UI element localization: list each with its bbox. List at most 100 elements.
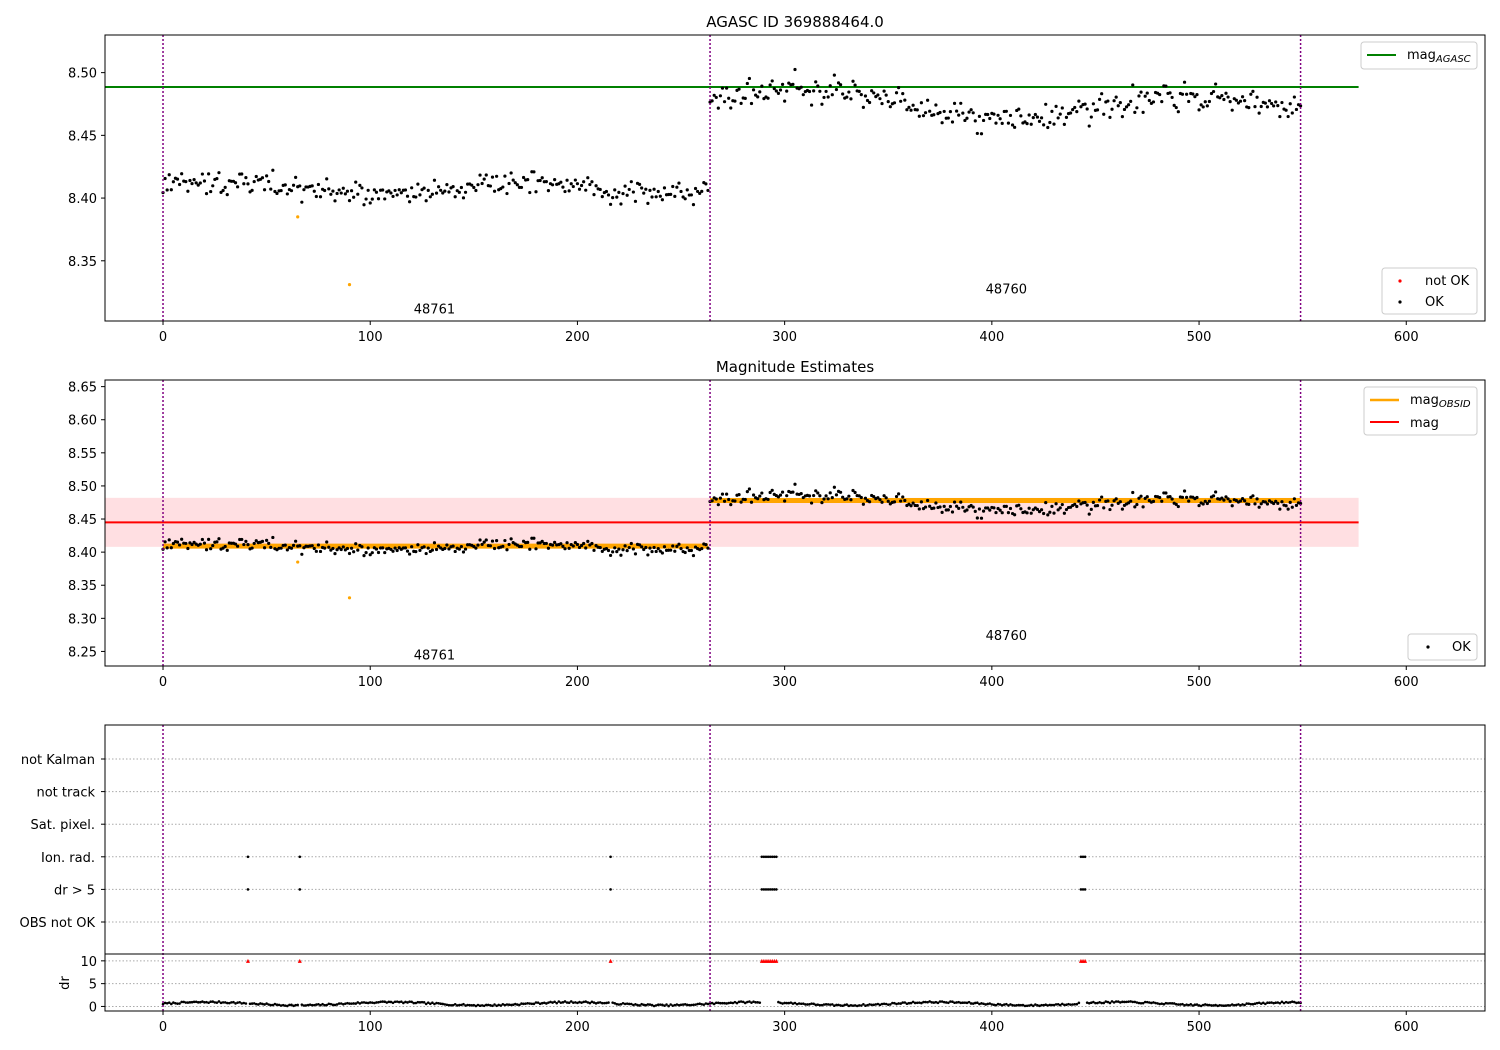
data-point xyxy=(768,490,772,495)
data-point xyxy=(938,110,942,115)
data-point xyxy=(758,494,762,498)
dr-point xyxy=(992,1003,996,1007)
dr-point xyxy=(192,1000,196,1004)
dr-point xyxy=(331,1003,335,1007)
data-point xyxy=(478,173,482,177)
data-point xyxy=(917,507,921,511)
data-point xyxy=(1240,497,1245,501)
data-point xyxy=(722,499,727,503)
data-point xyxy=(434,547,439,552)
data-point xyxy=(957,113,961,117)
data-point xyxy=(192,178,196,182)
dr-point xyxy=(431,1001,434,1005)
data-point xyxy=(1095,108,1100,112)
data-point xyxy=(828,491,832,495)
dr-point xyxy=(596,1001,600,1004)
dr-point xyxy=(524,1002,527,1005)
data-point xyxy=(952,500,957,504)
dr-point xyxy=(1102,1001,1106,1005)
data-point xyxy=(285,548,289,552)
flag-point xyxy=(764,888,768,891)
dr-point xyxy=(665,1003,668,1006)
data-point xyxy=(559,542,563,546)
data-point xyxy=(872,91,876,95)
data-point xyxy=(283,543,287,547)
data-point xyxy=(262,188,267,192)
data-point xyxy=(432,541,437,545)
data-point xyxy=(1114,497,1118,501)
data-point xyxy=(1060,106,1064,110)
data-point xyxy=(540,539,544,543)
data-point xyxy=(899,99,903,103)
dr-point xyxy=(828,1003,832,1006)
data-point xyxy=(793,482,797,486)
data-point xyxy=(196,183,200,187)
data-point xyxy=(880,500,884,504)
dr-point xyxy=(1224,1004,1228,1007)
data-point xyxy=(768,83,772,87)
y-tick-label: 8.40 xyxy=(68,192,97,207)
data-point xyxy=(544,179,548,184)
data-point xyxy=(1083,102,1087,106)
dr-point xyxy=(346,1001,349,1005)
data-point xyxy=(1127,103,1131,107)
data-point xyxy=(646,201,650,205)
dr-point xyxy=(497,1003,500,1007)
data-point xyxy=(1060,502,1064,507)
data-point xyxy=(758,90,762,94)
data-point xyxy=(488,184,493,188)
dr-point xyxy=(654,1004,658,1007)
dr-point xyxy=(1193,1003,1197,1007)
dr-point xyxy=(555,1001,559,1005)
dr-point xyxy=(201,1000,204,1003)
x-tick-label: 600 xyxy=(1394,1020,1419,1035)
data-point xyxy=(1068,111,1073,115)
dr-point xyxy=(1255,1001,1259,1005)
dr-point xyxy=(410,1000,413,1004)
dr-point xyxy=(1077,1001,1081,1005)
data-point xyxy=(778,493,783,497)
dr-point xyxy=(1038,1004,1041,1008)
dr-point xyxy=(951,1000,954,1004)
dr-point xyxy=(513,1002,517,1006)
dr-point xyxy=(180,1000,183,1004)
data-point xyxy=(950,120,955,124)
dr-point xyxy=(248,1002,252,1006)
data-point xyxy=(841,495,845,499)
dr-point xyxy=(443,1003,447,1006)
flag-point xyxy=(609,888,612,891)
data-point xyxy=(1064,115,1069,120)
data-point xyxy=(1185,92,1189,96)
data-point xyxy=(1290,111,1294,115)
data-point xyxy=(780,490,785,494)
dr-point xyxy=(889,1003,892,1006)
dr-point xyxy=(752,1000,755,1003)
dr-point xyxy=(634,1003,637,1006)
dr-point xyxy=(414,1001,418,1005)
dr-point xyxy=(329,1002,333,1006)
data-point xyxy=(917,114,921,118)
dr-point xyxy=(855,1004,859,1008)
data-point xyxy=(546,189,551,193)
flag-point xyxy=(762,855,766,859)
data-point xyxy=(689,548,693,553)
dr-point xyxy=(547,1001,550,1004)
data-point xyxy=(892,101,897,105)
data-point xyxy=(360,545,364,549)
dr-point xyxy=(1179,1003,1182,1006)
data-point xyxy=(233,181,238,185)
dr-point xyxy=(868,1003,871,1006)
data-point xyxy=(737,87,741,91)
dr-point xyxy=(238,1000,241,1004)
dr-point xyxy=(381,1000,384,1003)
flag-point xyxy=(775,888,778,891)
data-point xyxy=(364,197,368,201)
data-point xyxy=(973,509,977,513)
data-point xyxy=(582,541,586,546)
dr-point xyxy=(940,1000,944,1003)
dr-point xyxy=(851,1004,855,1007)
data-point xyxy=(834,493,839,497)
data-point xyxy=(1249,92,1253,96)
data-point xyxy=(269,545,273,549)
dr-point xyxy=(472,1003,476,1007)
